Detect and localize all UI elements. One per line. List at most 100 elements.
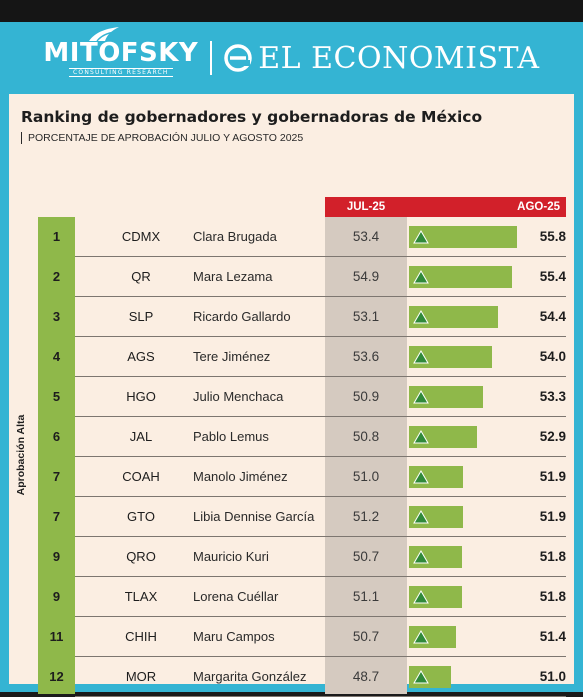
ago-value-cell: 51.8 [539, 549, 566, 564]
governor-name-cell: Margarita González [193, 669, 307, 684]
state-cell: COAH [122, 469, 160, 484]
up-triangle-icon [413, 350, 429, 364]
ago-bar [409, 226, 518, 248]
row-divider [75, 576, 566, 577]
rank-cell: 12 [49, 669, 64, 684]
jul-value-cell: 48.7 [352, 669, 380, 684]
governor-name-cell: Pablo Lemus [193, 429, 269, 444]
rank-cell: 3 [52, 309, 61, 324]
column-header-ago-label: AGO-25 [517, 201, 560, 213]
up-triangle-icon [413, 510, 429, 524]
chart-title: Ranking de gobernadores y gobernadoras d… [21, 108, 483, 126]
governor-name-cell: Maru Campos [193, 629, 275, 644]
mitofsky-logo: MITOFSKY CONSULTING RESEARCH [43, 27, 199, 77]
ago-value-cell: 52.9 [539, 429, 566, 444]
table-row: 9 TLAX Lorena Cuéllar 51.1 51.8 [38, 577, 566, 617]
group-label-text: Aprobación Alta [15, 414, 27, 496]
state-cell: AGS [127, 349, 155, 364]
table-row: 5 HGO Julio Menchaca 50.9 53.3 [38, 377, 566, 417]
row-divider [75, 496, 566, 497]
state-cell: CDMX [121, 229, 161, 244]
header: MITOFSKY CONSULTING RESEARCH EL ECONOMIS… [0, 22, 583, 94]
state-cell: MOR [125, 669, 157, 684]
state-cell: TLAX [124, 589, 158, 604]
table-row: 11 CHIH Maru Campos 50.7 51.4 [38, 617, 566, 657]
mitofsky-tagline: CONSULTING RESEARCH [69, 68, 173, 77]
rank-cell: 6 [52, 429, 61, 444]
governor-name-cell: Mauricio Kuri [193, 549, 269, 564]
table-row: 4 AGS Tere Jiménez 53.6 54.0 [38, 337, 566, 377]
el-economista-logo: EL ECONOMISTA [224, 41, 539, 76]
bird-logo-icon [89, 27, 120, 42]
jul-value-cell: 50.7 [352, 629, 380, 644]
row-divider [75, 536, 566, 537]
ago-bar [409, 266, 512, 288]
column-header-jul: JUL-25 [325, 197, 407, 217]
jul-value-cell: 51.1 [352, 589, 380, 604]
jul-value-cell: 50.8 [352, 429, 380, 444]
ago-value-cell: 55.4 [539, 269, 566, 284]
governor-name-cell: Mara Lezama [193, 269, 273, 284]
chart-panel: Ranking de gobernadores y gobernadoras d… [9, 94, 574, 697]
state-cell: QR [131, 269, 151, 284]
row-divider [75, 256, 566, 257]
rank-cell: 11 [49, 629, 64, 644]
up-triangle-icon [413, 470, 429, 484]
jul-value-cell: 50.9 [352, 389, 380, 404]
up-triangle-icon [413, 270, 429, 284]
state-cell: CHIH [125, 629, 157, 644]
logo-divider [210, 41, 213, 75]
table-row: 9 QRO Mauricio Kuri 50.7 51.8 [38, 537, 566, 577]
jul-value-cell: 53.6 [352, 349, 380, 364]
up-triangle-icon [413, 430, 429, 444]
table-row: 6 JAL Pablo Lemus 50.8 52.9 [38, 417, 566, 457]
top-black-bar [0, 0, 583, 22]
jul-value-cell: 54.9 [352, 269, 380, 284]
rank-cell: 7 [52, 469, 61, 484]
state-cell: SLP [128, 309, 154, 324]
jul-value-cell: 51.0 [352, 469, 380, 484]
ago-value-cell: 51.4 [539, 629, 566, 644]
rank-cell: 5 [52, 389, 61, 404]
ago-bar [409, 306, 498, 328]
governor-name-cell: Julio Menchaca [193, 389, 284, 404]
rank-cell: 1 [52, 229, 61, 244]
row-divider [75, 456, 566, 457]
up-triangle-icon [413, 630, 429, 644]
chart-subtitle: PORCENTAJE DE APROBACIÓN JULIO Y AGOSTO … [21, 132, 303, 144]
jul-value-cell: 51.2 [352, 509, 380, 524]
table-row: 7 GTO Libia Dennise García 51.2 51.9 [38, 497, 566, 537]
mitofsky-name: MITOFSKY [43, 38, 199, 68]
up-triangle-icon [413, 230, 429, 244]
state-cell: GTO [127, 509, 155, 524]
table-row: 12 MOR Margarita González 48.7 51.0 [38, 657, 566, 697]
governor-name-cell: Libia Dennise García [193, 509, 315, 524]
ago-value-cell: 55.8 [539, 229, 566, 244]
up-triangle-icon [413, 550, 429, 564]
rank-cell: 2 [52, 269, 61, 284]
row-divider [75, 616, 566, 617]
up-triangle-icon [413, 390, 429, 404]
row-divider [75, 296, 566, 297]
row-divider [75, 416, 566, 417]
state-cell: JAL [129, 429, 153, 444]
table-row: 1 CDMX Clara Brugada 53.4 55.8 [38, 217, 566, 257]
ago-value-cell: 51.9 [539, 509, 566, 524]
row-divider [75, 336, 566, 337]
table-row: 3 SLP Ricardo Gallardo 53.1 54.4 [38, 297, 566, 337]
rank-cell: 9 [52, 549, 61, 564]
infographic-frame: MITOFSKY CONSULTING RESEARCH EL ECONOMIS… [0, 22, 583, 697]
table-row: 2 QR Mara Lezama 54.9 55.4 [38, 257, 566, 297]
el-economista-name: EL ECONOMISTA [258, 40, 540, 76]
economista-e-icon [224, 44, 253, 72]
jul-value-cell: 53.1 [352, 309, 380, 324]
row-divider [75, 656, 566, 657]
rank-cell: 9 [52, 589, 61, 604]
state-cell: QRO [126, 549, 156, 564]
rank-cell: 7 [52, 509, 61, 524]
governor-name-cell: Manolo Jiménez [193, 469, 288, 484]
governor-name-cell: Ricardo Gallardo [193, 309, 291, 324]
governor-name-cell: Tere Jiménez [193, 349, 271, 364]
up-triangle-icon [413, 590, 429, 604]
ago-value-cell: 51.8 [539, 589, 566, 604]
